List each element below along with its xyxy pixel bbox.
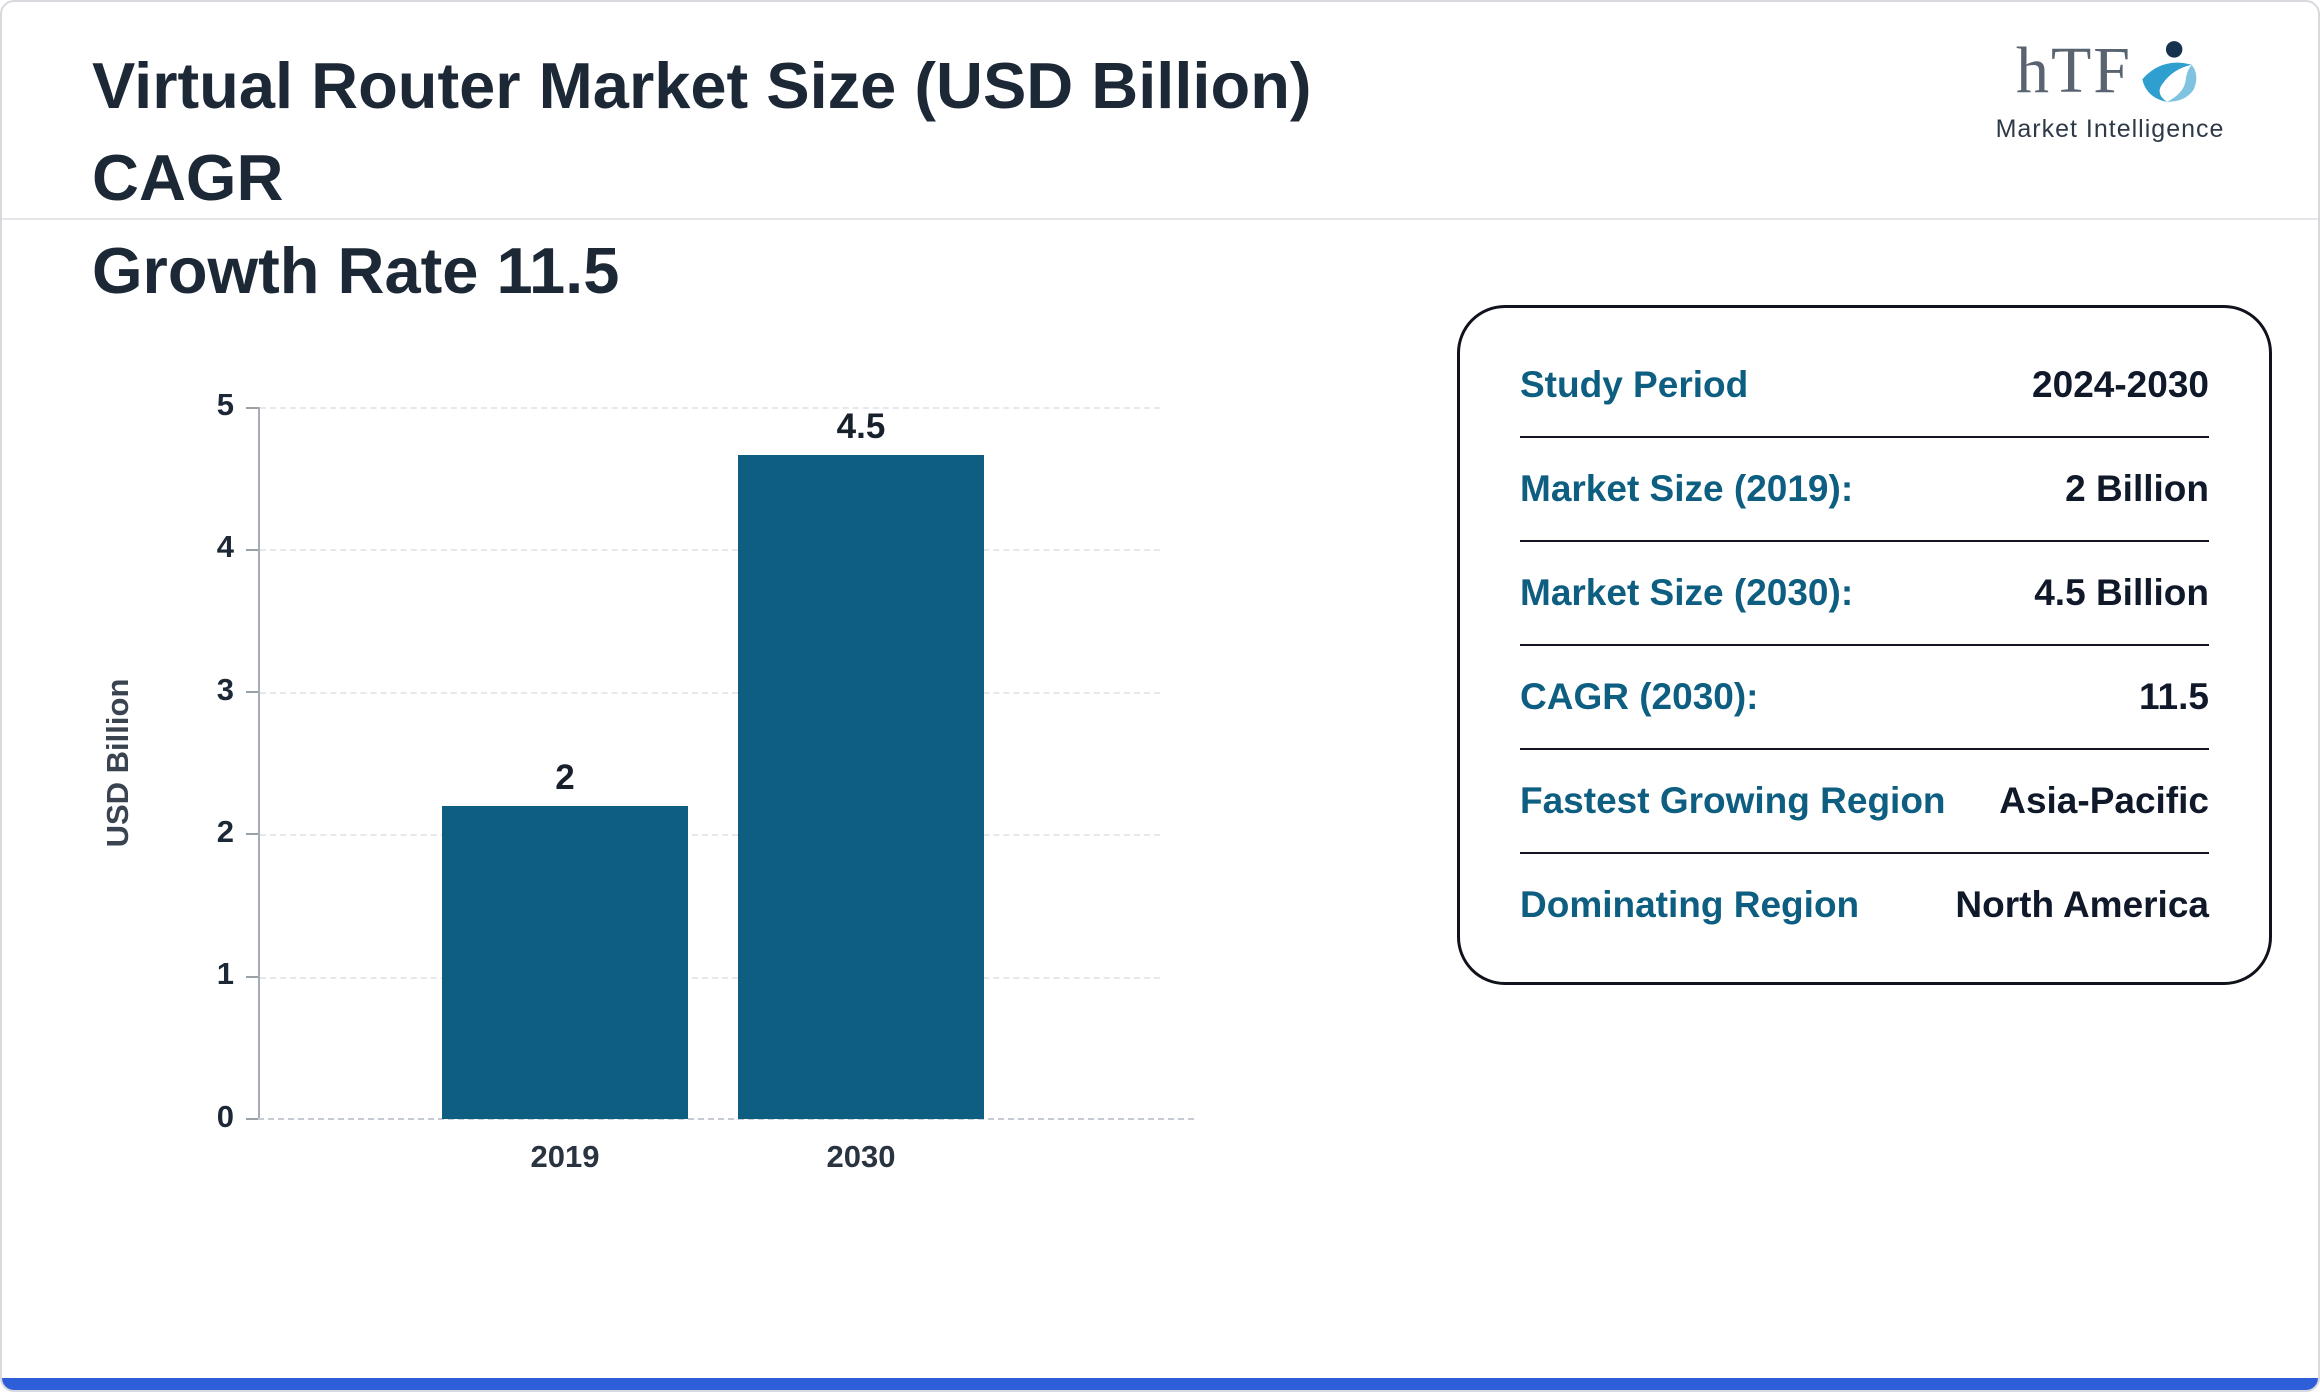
row-divider <box>1520 852 2209 854</box>
page-title-line1: Virtual Router Market Size (USD Billion)… <box>92 49 1312 215</box>
summary-row-label: Market Size (2019): <box>1520 468 1854 509</box>
gridline <box>260 549 1160 552</box>
y-tick-label: 3 <box>216 672 234 707</box>
gridline <box>260 976 1160 979</box>
y-axis-line <box>258 407 260 1120</box>
summary-row-study-period: Study Period 2024-2030 <box>1520 334 2209 436</box>
summary-row-market-size-2019: Market Size (2019): 2 Billion <box>1520 438 2209 540</box>
bar-group-2030: 4.5 <box>738 407 984 1119</box>
logo-mark: hTF <box>2016 38 2204 111</box>
bar-value-label: 2 <box>555 757 575 797</box>
summary-row-market-size-2030: Market Size (2030): 4.5 Billion <box>1520 542 2209 644</box>
summary-row-value: 2024-2030 <box>2032 364 2209 405</box>
y-tick-label: 0 <box>216 1099 234 1134</box>
header-divider <box>2 218 2318 220</box>
y-tick-mark <box>246 407 259 409</box>
logo-swoosh-icon <box>2132 38 2204 111</box>
htf-logo: hTF Market Intelligence <box>1980 38 2240 144</box>
summary-row-label: CAGR (2030): <box>1520 676 1759 717</box>
gridline <box>260 407 1160 409</box>
x-axis-baseline <box>258 1118 1194 1120</box>
y-tick-label: 4 <box>216 529 234 564</box>
logo-text: hTF <box>2015 34 2133 107</box>
bar-group-2019: 2 <box>442 407 688 1119</box>
summary-row-value: 11.5 <box>2139 676 2209 717</box>
summary-row-label: Market Size (2030): <box>1520 572 1854 613</box>
summary-row-value: Asia-Pacific <box>1999 780 2209 821</box>
summary-row-label: Dominating Region <box>1520 884 1860 925</box>
row-divider <box>1520 748 2209 750</box>
summary-card: Study Period 2024-2030 Market Size (2019… <box>1457 305 2272 985</box>
bar-value-label: 4.5 <box>836 407 886 446</box>
x-tick-label: 2030 <box>826 1139 896 1174</box>
y-tick-label: 5 <box>216 387 234 422</box>
summary-row-label: Fastest Growing Region <box>1520 780 1946 821</box>
footer-accent-bar <box>2 1378 2318 1390</box>
page-title: Virtual Router Market Size (USD Billion)… <box>92 40 1392 317</box>
x-tick-label: 2019 <box>530 1139 600 1174</box>
summary-row-value: North America <box>1955 884 2209 925</box>
bar-2030 <box>738 455 984 1119</box>
summary-card-inner: Study Period 2024-2030 Market Size (2019… <box>1520 334 2209 956</box>
y-tick-mark <box>246 833 259 835</box>
y-tick-mark <box>246 1118 259 1120</box>
page-title-line2: Growth Rate 11.5 <box>92 233 620 307</box>
y-tick-mark <box>246 691 259 693</box>
summary-row-label: Study Period <box>1520 364 1749 405</box>
logo-subtext: Market Intelligence <box>1995 115 2225 143</box>
y-tick-label: 2 <box>216 814 234 849</box>
summary-row-value: 4.5 Billion <box>2034 572 2209 613</box>
y-tick-label: 1 <box>216 956 234 991</box>
row-divider <box>1520 436 2209 438</box>
y-tick-mark <box>246 976 259 978</box>
summary-row-dominating-region: Dominating Region North America <box>1520 854 2209 956</box>
gridline <box>260 834 1160 837</box>
y-axis-title: USD Billion <box>100 678 135 848</box>
summary-row-fastest-growing-region: Fastest Growing Region Asia-Pacific <box>1520 750 2209 852</box>
gridline <box>260 691 1160 694</box>
row-divider <box>1520 644 2209 646</box>
summary-row-cagr: CAGR (2030): 11.5 <box>1520 646 2209 748</box>
summary-row-value: 2 Billion <box>2065 468 2209 509</box>
plot-area: 2 4.5 <box>258 407 1194 1120</box>
y-tick-mark <box>246 549 259 551</box>
row-divider <box>1520 540 2209 542</box>
bar-2019 <box>442 805 688 1119</box>
